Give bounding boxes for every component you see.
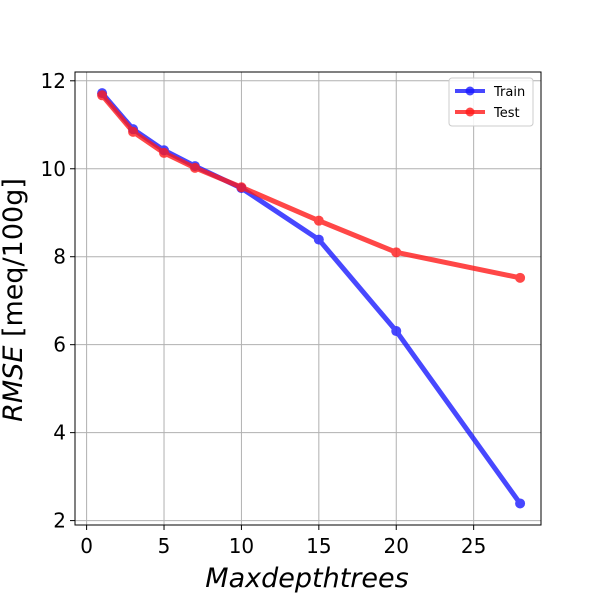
test-line — [100, 93, 521, 281]
y-tick-label: 2 — [53, 509, 66, 533]
legend-swatch-marker — [465, 107, 475, 117]
series-layer — [97, 88, 526, 509]
test-point — [236, 182, 247, 193]
test-point — [97, 90, 108, 101]
y-tick-label: 12 — [41, 69, 66, 93]
legend-label: Train — [493, 85, 525, 100]
train-point — [313, 234, 324, 245]
legend: Train Test — [448, 77, 534, 127]
legend-swatch-marker — [465, 86, 475, 96]
x-tick-label: 5 — [158, 534, 171, 558]
test-point — [391, 247, 402, 258]
legend-entry-train: Train — [455, 85, 525, 100]
y-axis-label: RMSE [meq/100g] — [0, 178, 29, 422]
series-test — [97, 90, 526, 283]
x-tick-label: 10 — [229, 534, 254, 558]
test-point — [313, 215, 324, 226]
x-tick-label: 15 — [306, 534, 331, 558]
test-point — [128, 126, 139, 137]
y-axis-label-unit: [meq/100g] — [0, 178, 29, 345]
x-tick-label: 25 — [461, 534, 486, 558]
y-tick-label: 4 — [53, 421, 66, 445]
y-tick-label: 6 — [53, 333, 66, 357]
x-tick-label: 0 — [80, 534, 93, 558]
y-tick-label: 10 — [41, 157, 66, 181]
x-tick-label: 20 — [384, 534, 409, 558]
train-point — [515, 498, 526, 509]
legend-entry-test: Test — [455, 106, 520, 121]
test-point — [189, 162, 200, 173]
test-point — [515, 272, 526, 283]
train-point — [391, 326, 402, 337]
plot-frame — [74, 71, 542, 526]
x-axis-label: Maxdepthtrees — [205, 563, 408, 594]
y-axis-label-quantity: RMSE — [0, 346, 29, 422]
test-point — [159, 147, 170, 158]
axis-ticks: 0 5 10 15 20 25 2 4 6 8 10 12 — [41, 69, 487, 558]
y-tick-label: 8 — [53, 245, 66, 269]
legend-label: Test — [493, 106, 520, 121]
